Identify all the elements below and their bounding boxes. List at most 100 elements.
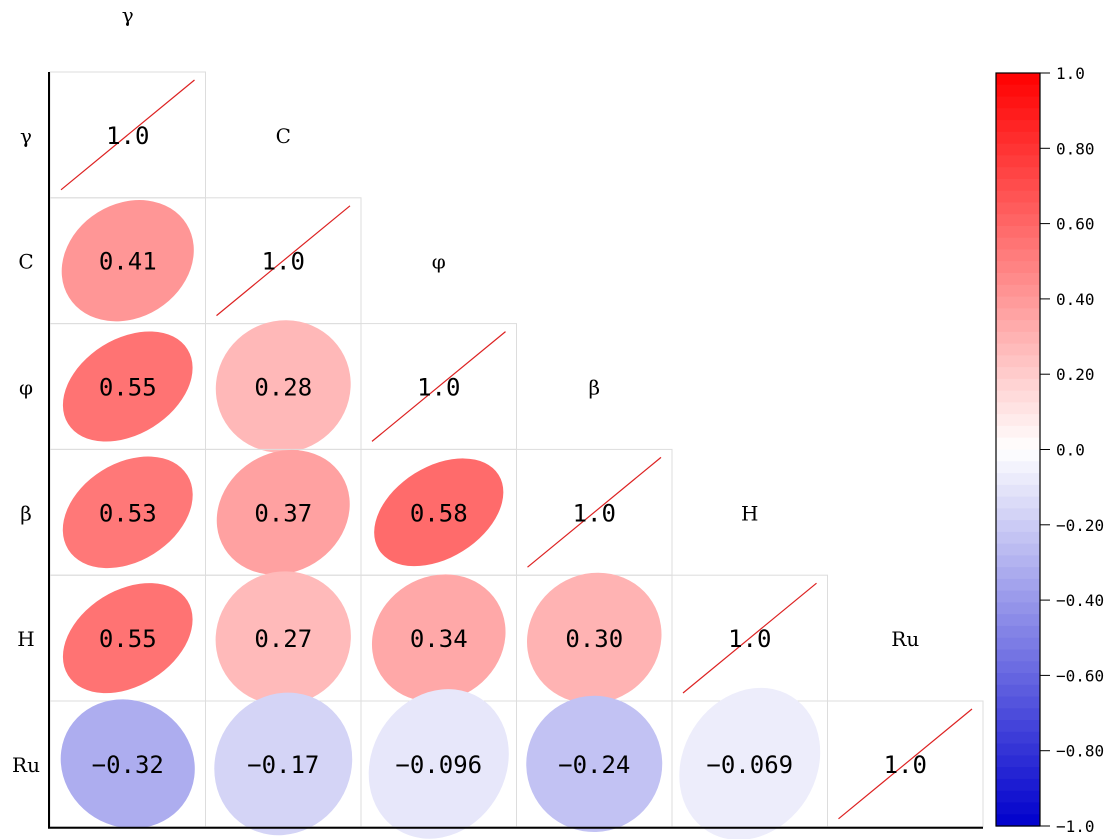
row-label: H xyxy=(17,627,34,651)
column-label: γ xyxy=(122,3,134,27)
colorbar-segment xyxy=(996,496,1040,509)
correlation-ellipse xyxy=(62,331,193,442)
colorbar-segment xyxy=(996,367,1040,380)
colorbar-segment xyxy=(996,96,1040,109)
colorbar-segment xyxy=(996,237,1040,251)
colorbar-segment xyxy=(996,449,1040,462)
colorbar-segment xyxy=(996,225,1040,239)
matrix-cells: 1.0 0.41 1.0 0.55 0.28 1.0 0.53 0.37 0.58 1.0 0.55… xyxy=(49,71,984,839)
colorbar: 1.0 0.80 0.60 0.40 0.20 0.0 −0.20 −0.40 −0.60 −0.… xyxy=(995,64,1104,836)
colorbar-segment xyxy=(996,814,1040,827)
colorbar-segment xyxy=(996,578,1040,592)
colorbar-segment xyxy=(996,708,1040,721)
colorbar-segment xyxy=(996,543,1040,556)
colorbar-segment xyxy=(996,473,1040,486)
colorbar-segment xyxy=(996,402,1040,415)
cell-value-label: 0.30 xyxy=(565,625,623,653)
colorbar-segment xyxy=(996,731,1040,745)
colorbar-segment xyxy=(996,273,1040,286)
colorbar-tick-label: −1.0 xyxy=(1056,817,1095,836)
colorbar-segment xyxy=(996,320,1040,333)
colorbar-segment xyxy=(996,249,1040,262)
cell-value-label: 0.58 xyxy=(410,499,468,527)
row-label: β xyxy=(20,501,32,525)
colorbar-segment xyxy=(996,331,1040,345)
correlation-ellipse xyxy=(215,571,351,705)
colorbar-segment xyxy=(996,602,1040,615)
colorbar-segment xyxy=(996,143,1040,156)
correlation-ellipse xyxy=(368,689,509,839)
row-label: φ xyxy=(19,376,33,400)
cell-value-label: 0.55 xyxy=(99,374,157,402)
colorbar-segment xyxy=(996,167,1040,180)
colorbar-segment xyxy=(996,520,1040,533)
correlation-ellipse xyxy=(62,456,193,569)
colorbar-segment xyxy=(996,790,1040,804)
correlation-ellipse xyxy=(215,320,351,453)
cell-value-label: 0.28 xyxy=(254,374,312,402)
colorbar-segment xyxy=(996,343,1040,356)
colorbar-segment xyxy=(996,778,1040,792)
colorbar-segment xyxy=(996,308,1040,321)
colorbar-tick-label: −0.40 xyxy=(1056,591,1104,610)
cell-value-label: 0.53 xyxy=(99,499,157,527)
colorbar-tick-label: 0.40 xyxy=(1056,290,1095,309)
colorbar-segment xyxy=(996,437,1040,451)
correlation-ellipse xyxy=(61,200,194,322)
diagonal-line xyxy=(527,456,662,568)
colorbar-segment xyxy=(996,625,1040,639)
colorbar-segment xyxy=(996,661,1040,674)
colorbar-segment xyxy=(996,461,1040,474)
colorbar-segment xyxy=(996,684,1040,698)
colorbar-segment xyxy=(996,190,1040,204)
colorbar-segment xyxy=(996,414,1040,427)
cell-value-label: 1.0 xyxy=(573,499,616,527)
correlation-ellipse xyxy=(62,583,193,694)
cell-value-label: −0.096 xyxy=(395,751,482,779)
column-label: H xyxy=(741,501,758,525)
colorbar-segment xyxy=(996,355,1040,368)
colorbar-tick-label: 0.20 xyxy=(1056,365,1095,384)
correlation-ellipse xyxy=(216,449,350,575)
correlation-ellipse xyxy=(60,699,195,829)
colorbar-segment xyxy=(996,802,1040,815)
colorbar-segment xyxy=(996,296,1040,309)
colorbar-segment xyxy=(996,390,1040,404)
colorbar-segment xyxy=(996,649,1040,662)
cell-value-label: 0.34 xyxy=(410,625,468,653)
cell-value-label: 0.55 xyxy=(99,625,157,653)
row-label: Ru xyxy=(12,753,40,777)
diagonal-line xyxy=(682,582,817,694)
colorbar-tick-label: 0.60 xyxy=(1056,215,1095,234)
diagonal-line xyxy=(838,708,973,820)
cell-value-label: 1.0 xyxy=(884,751,927,779)
cell-value-label: 0.41 xyxy=(99,248,157,276)
cell-value-label: 1.0 xyxy=(106,122,149,150)
cell-value-label: −0.24 xyxy=(558,751,630,779)
correlation-ellipse xyxy=(371,574,506,702)
colorbar-segment xyxy=(996,108,1040,121)
colorbar-segment xyxy=(996,155,1040,168)
cell-value-label: 1.0 xyxy=(262,248,305,276)
colorbar-tick-label: −0.80 xyxy=(1056,742,1104,761)
diagonal-line xyxy=(371,331,506,442)
colorbar-segment xyxy=(996,284,1040,298)
colorbar-segment xyxy=(996,261,1040,274)
column-label: φ xyxy=(432,250,446,274)
row-label: C xyxy=(18,250,33,274)
diagonal-line xyxy=(60,79,195,191)
colorbar-tick-label: −0.60 xyxy=(1056,666,1104,685)
cell-value-label: 0.37 xyxy=(254,499,312,527)
colorbar-segment xyxy=(996,767,1040,780)
cell-value-label: −0.17 xyxy=(247,751,319,779)
colorbar-tick-label: 1.0 xyxy=(1056,64,1085,83)
colorbar-segment xyxy=(996,120,1040,133)
colorbar-segment xyxy=(996,696,1040,709)
colorbar-segment xyxy=(996,637,1040,651)
cell-value-label: 1.0 xyxy=(417,374,460,402)
colorbar-tick-label: −0.20 xyxy=(1056,516,1104,535)
colorbar-segment xyxy=(996,531,1040,545)
colorbar-segment xyxy=(996,484,1040,498)
colorbar-segment xyxy=(996,673,1040,686)
